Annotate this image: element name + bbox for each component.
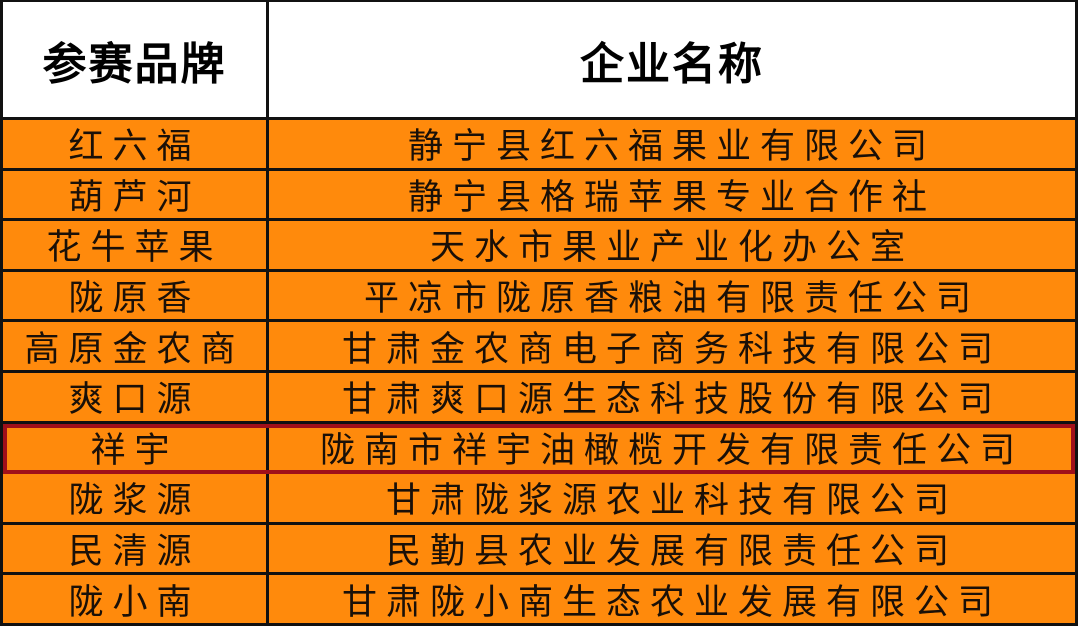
brand-cell: 陇小南 <box>3 575 269 623</box>
brand-cell: 祥宇 <box>3 423 269 472</box>
brand-cell: 陇浆源 <box>3 474 269 522</box>
company-cell: 甘肃陇浆源农业科技有限公司 <box>269 474 1075 522</box>
table-row: 民清源 民勤县农业发展有限责任公司 <box>3 524 1075 576</box>
table-row: 高原金农商 甘肃金农商电子商务科技有限公司 <box>3 322 1075 373</box>
brand-cell: 高原金农商 <box>3 322 269 370</box>
brand-cell: 葫芦河 <box>3 170 269 219</box>
brand-cell: 陇原香 <box>3 271 269 320</box>
table-row: 陇原香 平凉市陇原香粮油有限责任公司 <box>3 271 1075 323</box>
company-cell: 静宁县红六福果业有限公司 <box>269 120 1075 168</box>
company-cell: 民勤县农业发展有限责任公司 <box>269 524 1075 573</box>
header-company: 企业名称 <box>580 38 764 90</box>
company-cell: 甘肃陇小南生态农业发展有限公司 <box>269 575 1075 623</box>
brand-cell: 花牛苹果 <box>3 221 269 269</box>
company-cell: 甘肃爽口源生态科技股份有限公司 <box>269 373 1075 421</box>
table-row: 红六福 静宁县红六福果业有限公司 <box>3 120 1075 171</box>
company-cell: 平凉市陇原香粮油有限责任公司 <box>269 271 1075 320</box>
company-cell: 天水市果业产业化办公室 <box>269 221 1075 269</box>
table-header-row: 参赛品牌 企业名称 <box>3 0 1075 120</box>
brand-cell: 爽口源 <box>3 373 269 421</box>
table-row: 葫芦河 静宁县格瑞苹果专业合作社 <box>3 170 1075 222</box>
table-row: 花牛苹果 天水市果业产业化办公室 <box>3 221 1075 272</box>
company-cell: 甘肃金农商电子商务科技有限公司 <box>269 322 1075 370</box>
company-cell: 陇南市祥宇油橄榄开发有限责任公司 <box>269 423 1075 472</box>
brand-cell: 民清源 <box>3 524 269 573</box>
table-row: 陇浆源 甘肃陇浆源农业科技有限公司 <box>3 474 1075 525</box>
table-row: 陇小南 甘肃陇小南生态农业发展有限公司 <box>3 575 1075 626</box>
table-row-highlighted: 祥宇 陇南市祥宇油橄榄开发有限责任公司 <box>3 423 1075 475</box>
table-row: 爽口源 甘肃爽口源生态科技股份有限公司 <box>3 373 1075 424</box>
brand-cell: 红六福 <box>3 120 269 168</box>
header-brand: 参赛品牌 <box>3 2 269 117</box>
company-cell: 静宁县格瑞苹果专业合作社 <box>269 170 1075 219</box>
